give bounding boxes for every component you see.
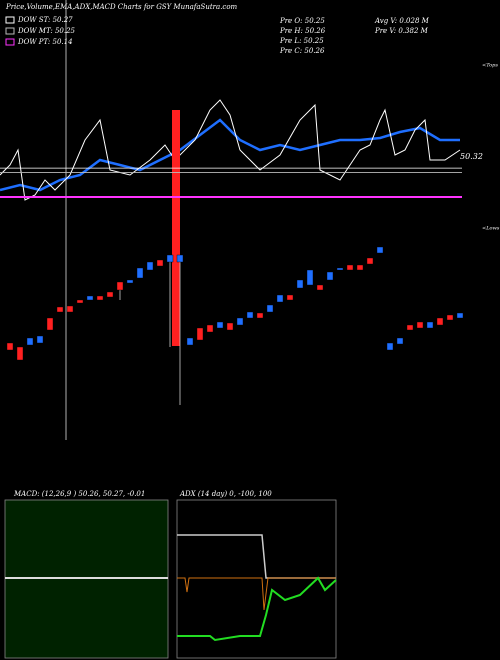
candle-body	[136, 267, 144, 279]
chart-title: Price,Volume,EMA,ADX,MACD Charts for GSY…	[5, 3, 238, 11]
di-plus-line	[177, 576, 337, 642]
candle-body	[256, 312, 264, 319]
candle-body	[36, 335, 44, 344]
candle-body	[6, 342, 14, 351]
legend-entry: DOW MT: 50.25	[17, 27, 76, 35]
candle-body	[86, 295, 94, 301]
di-minus-line	[177, 577, 336, 611]
pre-close: Pre C: 50.26	[279, 47, 325, 55]
candle-body	[156, 259, 164, 267]
candle-body	[436, 317, 444, 326]
candle-body	[56, 306, 64, 313]
candle-body	[296, 279, 304, 289]
candle-body	[336, 267, 344, 271]
candle-body	[266, 304, 274, 313]
candle-body	[46, 317, 54, 331]
candle-body	[146, 261, 154, 271]
candle-body	[66, 305, 74, 313]
avg-volume: Avg V: 0.028 M	[374, 17, 430, 25]
candle-body	[396, 337, 404, 345]
ema-line	[0, 118, 460, 192]
candle-body	[196, 327, 204, 341]
pre-low: Pre L: 50.25	[279, 37, 324, 45]
adx-panel	[176, 499, 337, 659]
macd-label: MACD: (12,26,9 ) 50.26, 50.27, -0.01	[13, 490, 145, 498]
candle-body	[126, 279, 134, 284]
candle-body	[346, 264, 354, 271]
candle-body	[76, 299, 84, 304]
candle-body	[226, 322, 234, 331]
candle-body	[416, 321, 424, 329]
candle-body	[426, 321, 434, 329]
candle-body	[446, 314, 454, 321]
adx-label: ADX (14 day) 0, -100, 100	[179, 490, 272, 498]
candle-body	[116, 281, 124, 291]
pre-volume: Pre V: 0.382 M	[374, 27, 429, 35]
candle-body	[236, 317, 244, 326]
last-value: 50.32	[460, 152, 483, 161]
candle-body	[386, 342, 394, 351]
candle-body	[216, 321, 224, 329]
candle-body	[176, 254, 184, 263]
pre-high: Pre H: 50.26	[279, 27, 326, 35]
price-line	[0, 99, 461, 201]
candle-body	[306, 269, 314, 286]
candle-body	[356, 264, 364, 271]
pre-open: Pre O: 50.25	[279, 17, 325, 25]
candle-body	[366, 257, 374, 265]
candle-body	[246, 311, 254, 319]
candle-body	[376, 246, 384, 254]
legend-swatch	[5, 27, 15, 35]
legend-swatch	[5, 38, 15, 46]
candle-body	[106, 291, 114, 298]
candle-body	[26, 337, 34, 346]
candle-body	[286, 294, 294, 301]
legend-swatch	[5, 16, 15, 24]
tops-label: <Tops	[482, 63, 498, 69]
candle-body	[456, 312, 464, 319]
candle-body	[186, 337, 194, 346]
candle-body	[326, 271, 334, 281]
candle-body	[96, 295, 104, 301]
candle-body	[276, 294, 284, 303]
candle-body	[406, 324, 414, 331]
candle-body	[166, 254, 174, 263]
candle-body	[316, 284, 324, 291]
candle-body	[16, 346, 24, 361]
highlight-bar	[172, 110, 180, 346]
legend-entry: DOW PT: 50.14	[17, 38, 73, 46]
candle-body	[206, 324, 214, 333]
legend-entry: DOW ST: 50.27	[17, 16, 73, 24]
lows-label: <Lows	[482, 226, 500, 232]
